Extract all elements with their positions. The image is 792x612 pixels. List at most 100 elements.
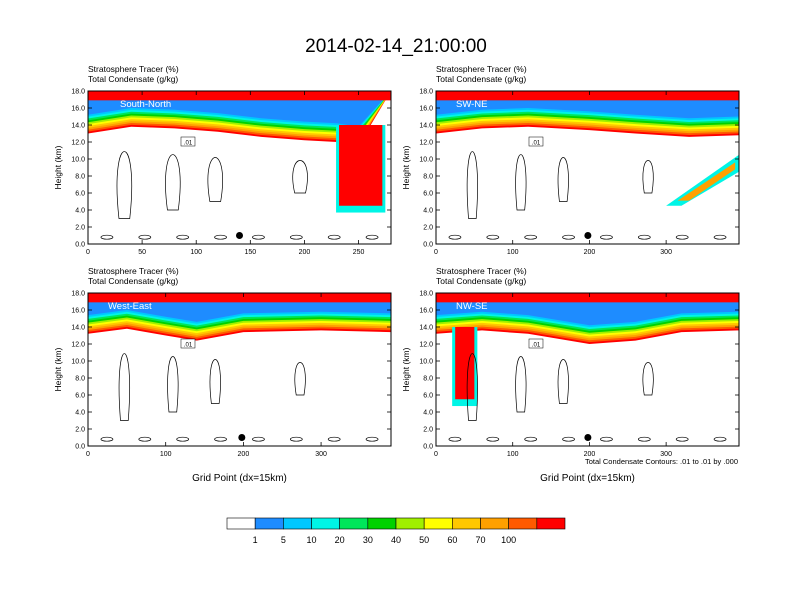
panel-title-line: Stratosphere Tracer (%)	[436, 266, 527, 276]
tracer-cap	[436, 293, 739, 303]
condensate-contour	[486, 234, 500, 240]
x-tick-label: 300	[660, 451, 672, 458]
condensate-contour	[642, 160, 654, 194]
colorbar-swatch	[423, 517, 453, 530]
x-tick-label: 200	[584, 249, 596, 256]
intrusion-core	[455, 327, 475, 400]
tracer-shading	[88, 293, 391, 341]
location-marker	[584, 232, 592, 239]
condensate-contour	[642, 362, 654, 396]
y-tick-label: 6.0	[423, 191, 433, 198]
colorbar-swatch	[480, 517, 509, 530]
y-tick-label: 16.0	[419, 308, 433, 315]
panels: .01 0.0 2.0 4.0 6.0 8.0 10.0 12.0 14.0 16.0 18.0 0 5…	[53, 64, 740, 484]
contour-label-box	[180, 136, 196, 147]
contour-label: .01	[532, 141, 541, 147]
panel-frame	[87, 292, 392, 447]
location-marker	[584, 434, 592, 441]
colorbar-tick-label: 5	[281, 535, 286, 545]
colorbar-tick-label: 60	[447, 535, 457, 545]
y-tick-label: 8.0	[75, 376, 85, 383]
condensate-contour	[209, 359, 221, 404]
condensate-contour	[167, 356, 179, 413]
condensate-contour	[524, 436, 538, 442]
x-tick-label: 200	[584, 451, 596, 458]
y-tick-label: 0.0	[75, 444, 85, 451]
colorbar-tick-label: 20	[335, 535, 345, 545]
y-tick-label: 6.0	[423, 393, 433, 400]
contour-label-box	[528, 136, 544, 147]
contour-label-box	[528, 338, 544, 349]
x-tick-label: 150	[244, 249, 256, 256]
contour-label: .01	[184, 141, 193, 147]
y-tick-label: 8.0	[423, 376, 433, 383]
y-tick-label: 18.0	[419, 291, 433, 298]
intrusion-core	[339, 125, 383, 206]
y-tick-label: 4.0	[75, 208, 85, 215]
y-axis-label: Height (km)	[401, 347, 411, 391]
condensate-contour	[294, 362, 306, 396]
condensate-contour	[118, 353, 130, 421]
condensate-contour	[713, 234, 727, 240]
colorbar-swatch	[395, 517, 425, 530]
colorbar-tick-label: 70	[475, 535, 485, 545]
condensate-contour	[524, 234, 538, 240]
colorbar-tick-label: 100	[501, 535, 516, 545]
tracer-shading	[436, 293, 739, 407]
tracer-cap	[88, 293, 391, 303]
y-tick-label: 16.0	[71, 106, 85, 113]
colorbar-swatch	[339, 517, 369, 530]
colorbar-swatch	[536, 517, 566, 530]
condensate-contour	[637, 436, 651, 442]
contour-footnote: Total Condensate Contours: .01 to .01 by…	[585, 457, 738, 466]
fold-core	[677, 162, 736, 201]
x-tick-label: 200	[238, 451, 250, 458]
panel-south-north: .01 0.0 2.0 4.0 6.0 8.0 10.0 12.0 14.0 16.0 18.0 0 5…	[53, 64, 392, 256]
condensate-contour	[327, 234, 341, 240]
y-tick-label: 14.0	[419, 325, 433, 332]
condensate-contour	[214, 234, 227, 240]
condensate-contour	[557, 157, 569, 202]
y-axis-label: Height (km)	[53, 347, 63, 391]
panel-frame	[435, 292, 740, 447]
section-label: SW-NE	[456, 99, 488, 110]
condensate-contours	[448, 353, 727, 442]
x-tick-label: 0	[434, 451, 438, 458]
y-tick-label: 2.0	[423, 427, 433, 434]
panel-frame	[435, 90, 740, 245]
colorbar-tick-label: 10	[306, 535, 316, 545]
panel-title-line: Stratosphere Tracer (%)	[88, 266, 179, 276]
colorbar-swatch	[452, 517, 481, 530]
contour-label-box	[180, 338, 196, 349]
y-tick-label: 18.0	[71, 89, 85, 96]
y-tick-label: 14.0	[419, 123, 433, 130]
condensate-contour	[100, 436, 114, 442]
panel-title-line: Stratosphere Tracer (%)	[88, 64, 179, 74]
condensate-contour	[600, 436, 613, 442]
y-tick-label: 6.0	[75, 191, 85, 198]
y-tick-label: 6.0	[75, 393, 85, 400]
y-tick-label: 4.0	[423, 410, 433, 417]
condensate-contour	[448, 436, 462, 442]
x-tick-label: 100	[507, 451, 519, 458]
tracer-shading	[88, 91, 391, 213]
y-tick-label: 0.0	[75, 242, 85, 249]
condensate-contour	[515, 154, 527, 211]
y-tick-label: 12.0	[419, 140, 433, 147]
y-tick-label: 0.0	[423, 242, 433, 249]
panel-title-line: Total Condensate (g/kg)	[436, 74, 526, 84]
section-label: West-East	[108, 301, 152, 312]
condensate-contour	[327, 436, 341, 442]
colorbar-swatch	[254, 517, 284, 530]
y-tick-label: 2.0	[75, 427, 85, 434]
colorbar-swatch	[508, 517, 538, 530]
condensate-contour	[562, 436, 575, 442]
y-tick-label: 10.0	[419, 157, 433, 164]
condensate-contour	[365, 234, 379, 240]
y-tick-label: 4.0	[75, 410, 85, 417]
x-axis-label: Grid Point (dx=15km)	[540, 473, 635, 484]
condensate-contour	[252, 234, 265, 240]
y-tick-label: 16.0	[71, 308, 85, 315]
condensate-contour	[100, 234, 114, 240]
